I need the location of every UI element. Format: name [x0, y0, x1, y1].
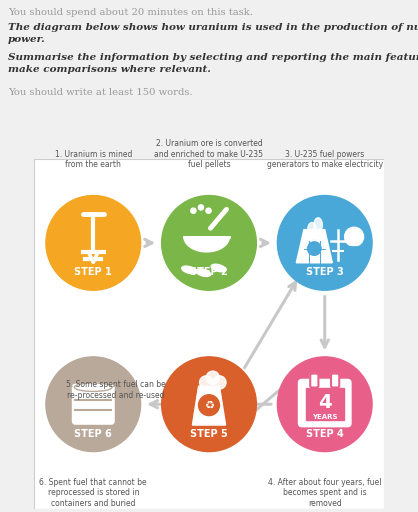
Text: 2. Uranium ore is converted
and enriched to make U-235
fuel pellets: 2. Uranium ore is converted and enriched… [155, 139, 263, 169]
FancyBboxPatch shape [298, 379, 351, 426]
FancyBboxPatch shape [33, 159, 385, 509]
Text: STEP 5: STEP 5 [190, 429, 228, 439]
Ellipse shape [314, 218, 322, 232]
Polygon shape [184, 237, 229, 252]
Ellipse shape [182, 266, 196, 273]
Circle shape [306, 240, 323, 257]
Text: You should spend about 20 minutes on this task.: You should spend about 20 minutes on thi… [8, 8, 253, 17]
Text: STEP 1: STEP 1 [74, 267, 112, 278]
Text: 4: 4 [318, 393, 331, 412]
Circle shape [162, 357, 256, 452]
Circle shape [46, 357, 140, 452]
Text: STEP 6: STEP 6 [74, 429, 112, 439]
Ellipse shape [308, 223, 316, 237]
Circle shape [213, 376, 226, 389]
Ellipse shape [74, 383, 112, 392]
Circle shape [199, 205, 204, 210]
Circle shape [162, 196, 256, 290]
Text: 5. Some spent fuel can be
re-processed and re-used: 5. Some spent fuel can be re-processed a… [66, 380, 166, 400]
Text: 3. U-235 fuel powers
generators to make electricity: 3. U-235 fuel powers generators to make … [267, 150, 383, 169]
Text: 6. Spent fuel that cannot be
reprocessed is stored in
containers and buried: 6. Spent fuel that cannot be reprocessed… [39, 478, 147, 508]
Circle shape [46, 196, 140, 290]
Ellipse shape [211, 264, 226, 272]
Text: You should write at least 150 words.: You should write at least 150 words. [8, 88, 193, 97]
Circle shape [278, 196, 372, 290]
Circle shape [199, 395, 219, 416]
Circle shape [278, 357, 372, 452]
Polygon shape [192, 386, 226, 425]
Ellipse shape [196, 269, 211, 276]
Text: STEP 4: STEP 4 [306, 429, 344, 439]
Circle shape [344, 227, 364, 246]
Text: Summarise the information by selecting and reporting the main features, and
make: Summarise the information by selecting a… [8, 53, 418, 74]
Text: The diagram below shows how uranium is used in the production of nuclear
power.: The diagram below shows how uranium is u… [8, 23, 418, 44]
Text: STEP 2: STEP 2 [190, 267, 228, 278]
Circle shape [191, 208, 196, 214]
Circle shape [206, 208, 211, 214]
Text: STEP 3: STEP 3 [306, 267, 344, 278]
FancyBboxPatch shape [72, 385, 114, 424]
FancyBboxPatch shape [310, 374, 319, 388]
Polygon shape [296, 230, 332, 263]
Text: 4. After about four years, fuel
becomes spent and is
removed: 4. After about four years, fuel becomes … [268, 478, 382, 508]
Circle shape [206, 371, 219, 385]
Text: YEARS: YEARS [312, 414, 337, 419]
Circle shape [199, 376, 213, 389]
Text: 1. Uranium is mined
from the earth: 1. Uranium is mined from the earth [55, 150, 132, 169]
FancyBboxPatch shape [306, 388, 344, 420]
FancyBboxPatch shape [331, 374, 339, 388]
Text: ♻: ♻ [204, 400, 214, 410]
